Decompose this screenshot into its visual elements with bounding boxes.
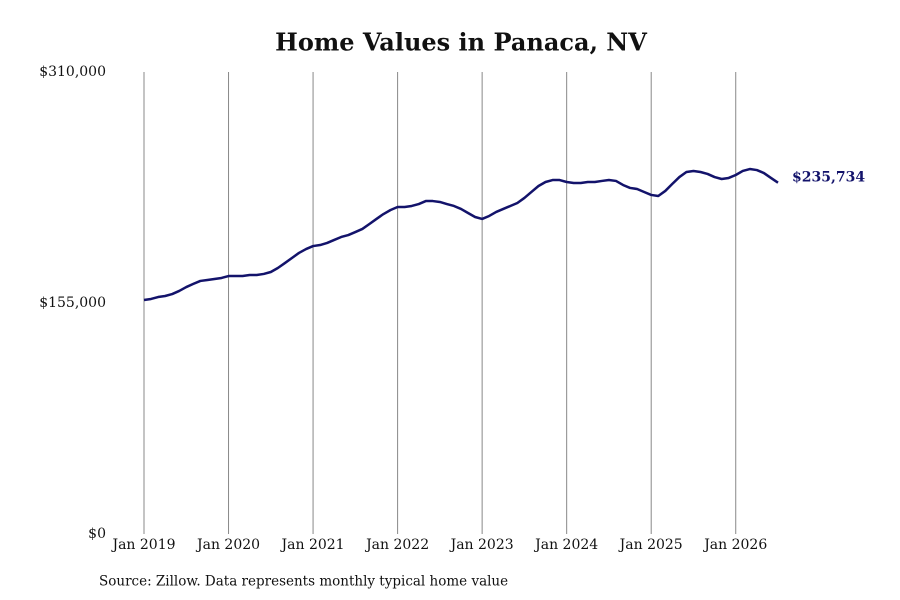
source-note: Source: Zillow. Data represents monthly … [99,574,508,590]
chart-title: Home Values in Panaca, NV [275,28,647,57]
y-tick-label: $310,000 [39,64,106,80]
x-tick-label: Jan 2026 [702,537,767,553]
x-tick-label: Jan 2021 [280,537,345,553]
series-line [143,167,779,302]
y-tick-label: $155,000 [39,295,106,311]
value-label: $235,734 [792,170,865,186]
y-tick-label: $0 [88,526,106,542]
x-tick-label: Jan 2025 [618,537,683,553]
x-tick-label: Jan 2022 [364,537,429,553]
x-tick-label: Jan 2024 [533,537,598,553]
x-tick-label: Jan 2019 [110,537,175,553]
x-tick-label: Jan 2023 [449,537,514,553]
x-tick-label: Jan 2020 [195,537,260,553]
